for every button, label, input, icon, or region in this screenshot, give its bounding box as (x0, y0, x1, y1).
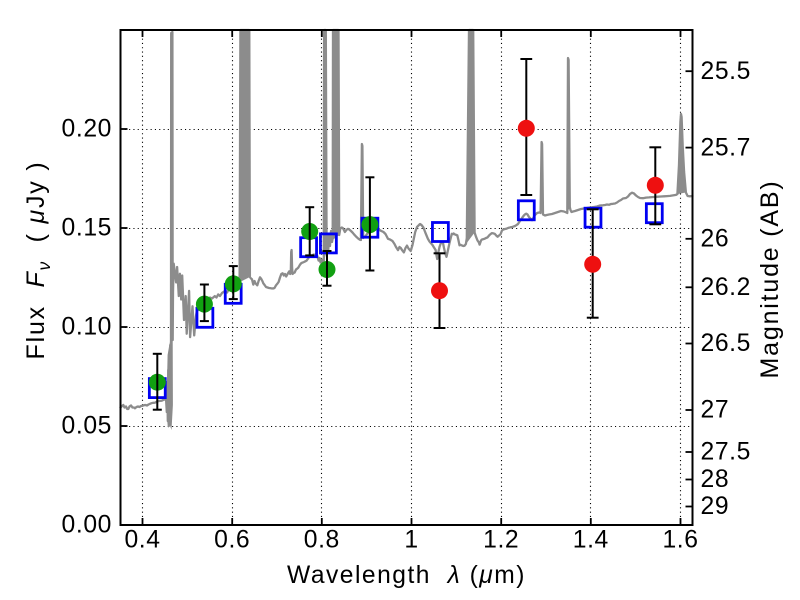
svg-text:25.5: 25.5 (701, 58, 751, 85)
svg-text:Magnitude (AB): Magnitude (AB) (756, 180, 784, 379)
svg-text:0.6: 0.6 (214, 527, 250, 554)
svg-text:1.4: 1.4 (573, 527, 609, 554)
svg-text:1.2: 1.2 (483, 527, 519, 554)
svg-text:1.6: 1.6 (662, 527, 698, 554)
svg-text:0.20: 0.20 (62, 116, 112, 143)
svg-text:Flux Fν ( μJy ): Flux Fν ( μJy ) (22, 161, 54, 360)
svg-text:25.7: 25.7 (701, 134, 751, 161)
svg-text:26.2: 26.2 (701, 274, 751, 301)
svg-text:Wavelength λ (μm): Wavelength λ (μm) (287, 562, 526, 589)
svg-text:0.10: 0.10 (62, 314, 112, 341)
svg-text:0.00: 0.00 (62, 512, 112, 539)
svg-text:26: 26 (701, 226, 730, 253)
svg-text:0.15: 0.15 (62, 215, 112, 242)
svg-text:26.5: 26.5 (701, 330, 751, 357)
svg-text:0.4: 0.4 (124, 527, 160, 554)
svg-text:29: 29 (701, 493, 730, 520)
svg-text:0.05: 0.05 (62, 413, 112, 440)
svg-text:0.8: 0.8 (304, 527, 340, 554)
svg-text:27: 27 (701, 397, 730, 424)
svg-text:1: 1 (404, 527, 418, 554)
svg-text:27.5: 27.5 (701, 439, 751, 466)
svg-text:28: 28 (701, 466, 730, 493)
